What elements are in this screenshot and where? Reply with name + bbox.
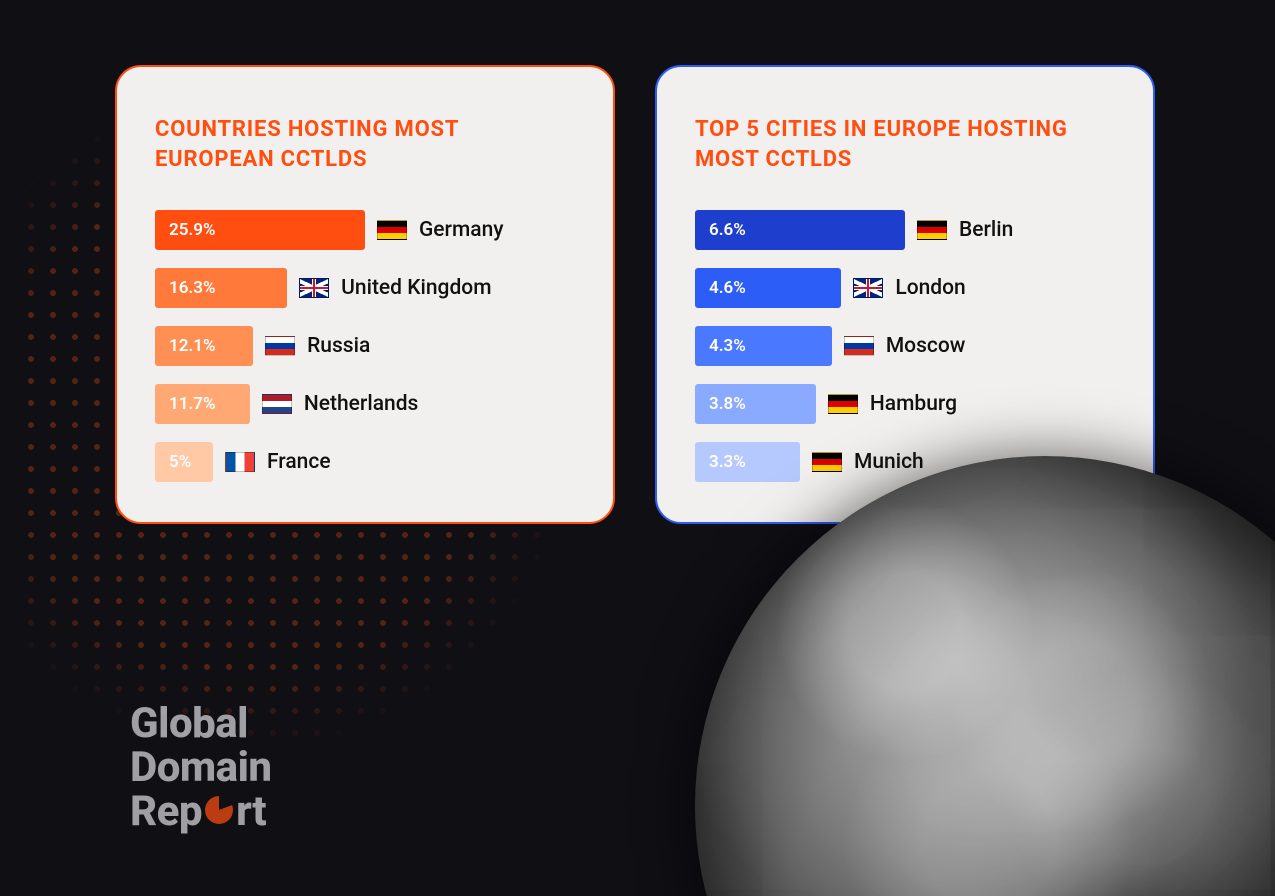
nl-flag-icon [262,394,292,414]
logo-line: Rep rt [130,790,272,836]
de-flag-icon [917,220,947,240]
uk-flag-icon [853,278,883,298]
bar-row: 3.8% Hamburg [695,384,1115,424]
bar-label: Germany [419,218,504,242]
bar-track: 6.6% [695,210,905,250]
logo-line: Domain [130,746,272,790]
bar-value: 12.1% [169,336,216,356]
bar: 3.8% [695,384,816,424]
logo-text: rt [236,787,266,836]
uk-flag-icon [299,278,329,298]
bar-row: 6.6% Berlin [695,210,1115,250]
bar-label: Netherlands [304,392,419,416]
ru-flag-icon [844,336,874,356]
bar-track: 16.3% [155,268,287,308]
bar-value: 4.3% [709,336,746,356]
bar-rows: 25.9% Germany 16.3% United Kingdom 12.1% Russ… [155,210,575,482]
bar: 4.6% [695,268,841,308]
bar-track: 25.9% [155,210,365,250]
bar-label: United Kingdom [341,276,491,300]
bar-track: 4.6% [695,268,841,308]
logo-line: Global [130,702,272,746]
bar: 6.6% [695,210,905,250]
bar-row: 3.3% Munich [695,442,1115,482]
fr-flag-icon [225,452,255,472]
bar: 11.7% [155,384,250,424]
bar-label: Munich [854,450,924,474]
ru-flag-icon [265,336,295,356]
card-title: TOP 5 CITIES IN EUROPE HOSTING MOST CCTL… [695,115,1115,174]
bar: 5% [155,442,213,482]
bar-row: 11.7% Netherlands [155,384,575,424]
bar-value: 25.9% [169,220,216,240]
card-countries: COUNTRIES HOSTING MOST EUROPEAN CCTLDS 2… [115,65,615,524]
brand-logo: Global Domain Rep rt [130,702,272,836]
bar: 12.1% [155,326,253,366]
bar-value: 3.8% [709,394,746,414]
bar: 16.3% [155,268,287,308]
bar-row: 5% France [155,442,575,482]
bar-row: 12.1% Russia [155,326,575,366]
bar-track: 5% [155,442,213,482]
card-cities: TOP 5 CITIES IN EUROPE HOSTING MOST CCTL… [655,65,1155,524]
bar-row: 25.9% Germany [155,210,575,250]
bar-value: 6.6% [709,220,746,240]
card-title: COUNTRIES HOSTING MOST EUROPEAN CCTLDS [155,115,575,174]
bar-value: 3.3% [709,452,746,472]
pie-o-icon [202,792,236,836]
bar: 4.3% [695,326,832,366]
bar-label: France [267,450,331,474]
de-flag-icon [377,220,407,240]
de-flag-icon [812,452,842,472]
bar-row: 4.6% London [695,268,1115,308]
bar-row: 16.3% United Kingdom [155,268,575,308]
de-flag-icon [828,394,858,414]
bar-value: 11.7% [169,394,216,414]
bar-label: Moscow [886,334,966,358]
bar-label: London [895,276,965,300]
bar: 25.9% [155,210,365,250]
bar-track: 11.7% [155,384,250,424]
bar-label: Berlin [959,218,1013,242]
bar-label: Russia [307,334,370,358]
bar-track: 12.1% [155,326,253,366]
bar-label: Hamburg [870,392,957,416]
bar-track: 3.3% [695,442,800,482]
bar-value: 16.3% [169,278,216,298]
bar-value: 4.6% [709,278,746,298]
cards-container: COUNTRIES HOSTING MOST EUROPEAN CCTLDS 2… [115,65,1155,524]
bar-value: 5% [169,452,191,472]
bar-track: 4.3% [695,326,832,366]
bar-track: 3.8% [695,384,816,424]
bar: 3.3% [695,442,800,482]
logo-text: Rep [130,787,202,836]
bar-row: 4.3% Moscow [695,326,1115,366]
bar-rows: 6.6% Berlin 4.6% London 4.3% Moscow 3.8% Hambur… [695,210,1115,482]
